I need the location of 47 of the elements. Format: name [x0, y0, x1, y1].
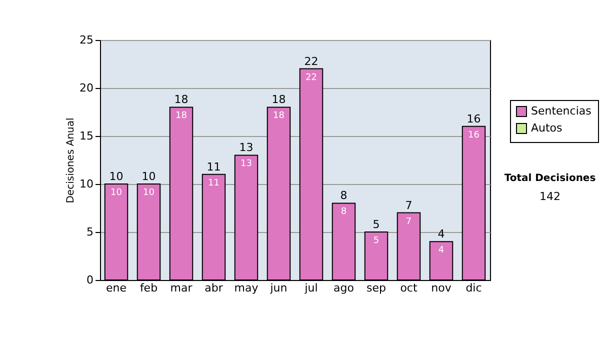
- total-label: 5: [372, 218, 380, 231]
- y-axis-title: Decisiones Anual: [66, 118, 77, 204]
- data-label: 5: [373, 236, 380, 246]
- y-tick-label: 0: [86, 274, 94, 286]
- data-label: 18: [176, 111, 188, 122]
- total-label: 4: [438, 228, 445, 241]
- data-label: 22: [306, 72, 317, 83]
- legend-label: Autos: [531, 122, 563, 134]
- data-label: 18: [273, 111, 285, 122]
- total-label: 18: [174, 93, 188, 106]
- y-tick-label: 15: [80, 130, 94, 142]
- x-tick-label: ene: [106, 282, 127, 294]
- x-tick-label: ago: [334, 282, 354, 294]
- total-label: 10: [109, 170, 124, 183]
- x-tick-label: jul: [304, 282, 318, 294]
- total-label: 11: [206, 160, 221, 174]
- y-tick-label: 5: [86, 226, 94, 238]
- data-label: 7: [406, 216, 412, 227]
- data-label: 13: [240, 159, 252, 170]
- total-label: 10: [142, 170, 156, 183]
- data-label: 16: [468, 130, 480, 140]
- total-label: 13: [239, 141, 254, 154]
- data-label: 4: [438, 246, 444, 256]
- y-tick-label: 20: [80, 82, 94, 94]
- x-tick-label: sep: [366, 282, 386, 294]
- total-label: 18: [272, 93, 286, 106]
- x-tick-label: mar: [170, 282, 193, 294]
- text: 142: [540, 190, 560, 203]
- data-label: 11: [208, 178, 220, 188]
- x-tick-label: may: [234, 282, 259, 294]
- x-tick-label: feb: [140, 282, 158, 294]
- total-label: 16: [466, 112, 481, 126]
- x-tick-label: abr: [204, 282, 224, 294]
- data-label: 10: [110, 188, 122, 198]
- legend-label: Sentencias: [531, 104, 592, 118]
- x-tick-label: dic: [466, 282, 482, 294]
- y-tick-label: 10: [80, 178, 94, 190]
- x-tick-label: nov: [431, 282, 452, 294]
- total-label: 7: [405, 198, 412, 212]
- y-tick-label: 25: [80, 34, 94, 46]
- text: Total Decisiones: [504, 173, 596, 184]
- data-label: 8: [340, 207, 347, 218]
- x-tick-label: oct: [400, 282, 418, 294]
- total-label: 8: [340, 189, 348, 202]
- x-tick-label: jun: [269, 282, 288, 294]
- total-label: 22: [304, 54, 318, 68]
- data-label: 10: [143, 188, 155, 198]
